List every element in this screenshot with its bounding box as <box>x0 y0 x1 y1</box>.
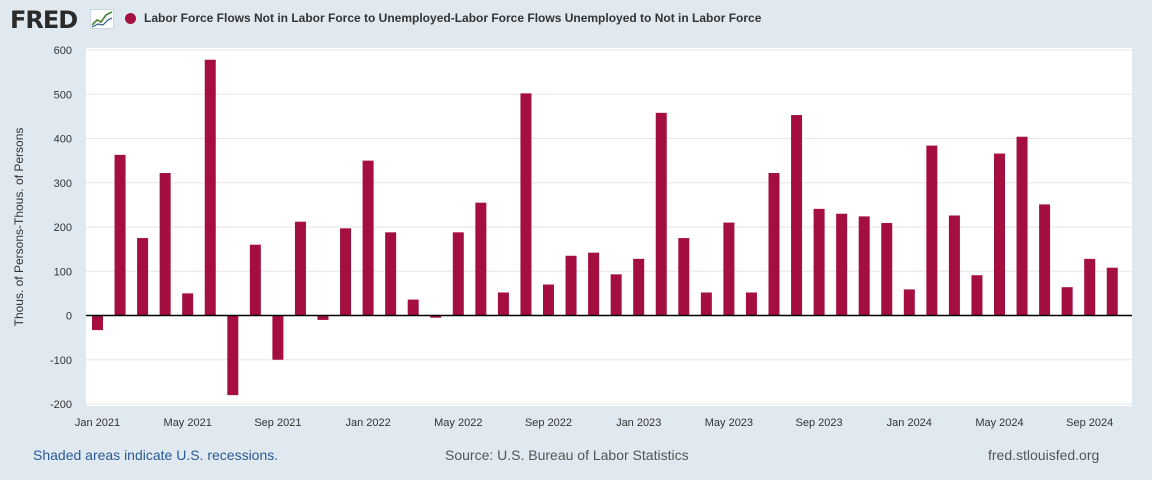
bar <box>430 315 442 318</box>
bar <box>317 315 329 320</box>
bar <box>971 275 983 316</box>
bar <box>497 292 509 316</box>
bar <box>836 213 848 316</box>
x-tick-label: Jan 2023 <box>616 417 661 429</box>
legend-marker <box>125 13 136 24</box>
x-tick-label: May 2021 <box>164 417 212 429</box>
bar <box>903 289 915 316</box>
bar <box>137 238 149 316</box>
recessions-note[interactable]: Shaded areas indicate U.S. recessions. <box>33 447 279 463</box>
x-tick-label: Jan 2022 <box>345 417 390 429</box>
bar <box>204 59 216 316</box>
bar <box>881 223 893 316</box>
bar <box>249 244 261 316</box>
x-tick-label: May 2022 <box>434 417 482 429</box>
fred-logo[interactable]: FRED <box>10 6 78 34</box>
bar <box>633 258 645 316</box>
bar <box>1016 136 1028 316</box>
site-link[interactable]: fred.stlouisfed.org <box>988 447 1100 463</box>
chart-title: Labor Force Flows Not in Labor Force to … <box>144 11 762 25</box>
bar <box>813 208 825 316</box>
bar <box>1106 267 1118 316</box>
bar <box>948 215 960 316</box>
x-tick-label: May 2023 <box>705 417 753 429</box>
bar <box>1084 258 1096 316</box>
x-tick-label: May 2024 <box>975 417 1023 429</box>
bar <box>543 284 554 316</box>
bar <box>182 293 194 316</box>
bar <box>723 222 735 316</box>
header: FRED Labor Force Flows Not in Labor Forc… <box>0 0 1152 40</box>
bar <box>588 252 600 316</box>
bar <box>92 315 103 331</box>
bar <box>678 238 690 316</box>
bar <box>926 145 938 316</box>
x-tick-label: Jan 2021 <box>75 417 120 429</box>
bar <box>385 232 397 316</box>
y-tick-label: 100 <box>54 266 72 278</box>
bar <box>994 153 1005 316</box>
bar <box>272 315 284 360</box>
bar <box>700 292 712 316</box>
y-tick-label: 400 <box>54 134 72 146</box>
x-tick-label: Jan 2024 <box>887 417 932 429</box>
bar <box>340 228 352 316</box>
x-tick-label: Sep 2023 <box>796 417 843 429</box>
x-tick-label: Sep 2021 <box>254 417 301 429</box>
bar <box>1061 287 1073 316</box>
bar <box>791 115 803 316</box>
y-tick-label: 200 <box>54 222 72 234</box>
bar <box>452 232 464 316</box>
y-tick-label: -100 <box>50 355 72 367</box>
source-note: Source: U.S. Bureau of Labor Statistics <box>445 447 689 463</box>
bar <box>745 292 757 316</box>
bar <box>610 274 622 316</box>
bar <box>407 299 419 316</box>
bar <box>858 216 870 316</box>
bar <box>768 173 780 316</box>
bar <box>565 255 577 316</box>
y-tick-label: 500 <box>54 89 72 101</box>
bar <box>655 112 667 316</box>
bar <box>520 93 532 316</box>
bar <box>1039 204 1051 316</box>
bar <box>294 221 306 316</box>
line-chart-icon <box>90 9 114 29</box>
bar <box>159 173 171 316</box>
bar <box>475 202 487 316</box>
bar <box>362 160 374 316</box>
y-tick-label: -200 <box>50 399 72 411</box>
y-tick-label: 300 <box>54 178 72 190</box>
y-tick-label: 0 <box>66 311 72 323</box>
bar <box>227 315 239 396</box>
y-tick-label: 600 <box>54 45 72 57</box>
x-tick-label: Sep 2022 <box>525 417 572 429</box>
x-tick-label: Sep 2024 <box>1066 417 1113 429</box>
bar <box>114 154 126 316</box>
